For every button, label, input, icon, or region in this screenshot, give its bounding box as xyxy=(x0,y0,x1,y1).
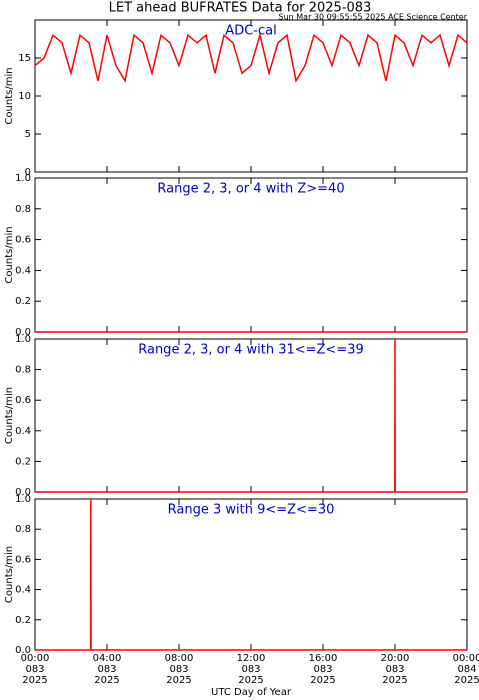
panel-title: Range 2, 3, or 4 with Z>=40 xyxy=(157,182,344,197)
y-tick-label: 1.0 xyxy=(15,494,31,505)
data-line xyxy=(34,32,468,83)
x-tick-label: 08:00 083 2025 xyxy=(165,653,194,686)
y-tick-label: 0.6 xyxy=(15,395,31,406)
y-tick-label: 0.6 xyxy=(15,554,31,565)
panel-title: Range 3 with 9<=Z<=30 xyxy=(168,503,335,518)
data-line xyxy=(35,498,467,651)
chart-title: LET ahead BUFRATES Data for 2025-083 xyxy=(109,1,372,16)
y-tick-label: 0.2 xyxy=(15,456,31,467)
x-tick-label: 20:00 083 2025 xyxy=(381,653,410,686)
x-tick-label: 04:00 083 2025 xyxy=(93,653,122,686)
y-axis-label: Counts/min xyxy=(4,226,15,283)
y-tick-label: 0.0 xyxy=(15,645,31,656)
panel-title: ADC-cal xyxy=(225,24,276,39)
panel-frame xyxy=(34,498,468,651)
y-axis-label: Counts/min xyxy=(4,387,15,444)
panel-frame xyxy=(34,19,468,173)
y-tick-label: 0.4 xyxy=(15,426,31,437)
y-tick-label: 0.0 xyxy=(15,327,31,338)
x-tick-label: 00:00 083 2025 xyxy=(21,653,50,686)
x-axis-label: UTC Day of Year xyxy=(211,687,292,698)
y-tick-label: 1.0 xyxy=(15,173,31,184)
y-tick-label: 0.2 xyxy=(15,296,31,307)
y-axis-label: Counts/min xyxy=(4,546,15,603)
y-tick-label: 15 xyxy=(18,53,31,64)
x-tick-label: 16:00 083 2025 xyxy=(309,653,338,686)
chart-subtitle: Sun Mar 30 09:55:55 2025 ACE Science Cen… xyxy=(279,13,468,22)
y-tick-label: 0.8 xyxy=(15,365,31,376)
y-tick-label: 0.8 xyxy=(15,524,31,535)
panel-frame xyxy=(34,177,468,333)
y-tick-label: 0.2 xyxy=(15,615,31,626)
y-tick-label: 1.0 xyxy=(15,334,31,345)
panel-frame xyxy=(34,338,468,493)
x-tick-label: 12:00 083 2025 xyxy=(237,653,266,686)
y-tick-label: 0.6 xyxy=(15,235,31,246)
x-tick-label: 00:00 084 2025 xyxy=(453,653,479,686)
data-line xyxy=(35,338,467,493)
y-tick-label: 5 xyxy=(25,129,31,140)
y-tick-label: 0.0 xyxy=(15,487,31,498)
y-tick-label: 0 xyxy=(25,167,31,178)
y-tick-label: 0.8 xyxy=(15,204,31,215)
panel-title: Range 2, 3, or 4 with 31<=Z<=39 xyxy=(138,343,364,358)
y-tick-label: 0.4 xyxy=(15,265,31,276)
y-tick-label: 0.4 xyxy=(15,585,31,596)
y-tick-label: 10 xyxy=(18,91,31,102)
y-axis-label: Counts/min xyxy=(4,67,15,124)
